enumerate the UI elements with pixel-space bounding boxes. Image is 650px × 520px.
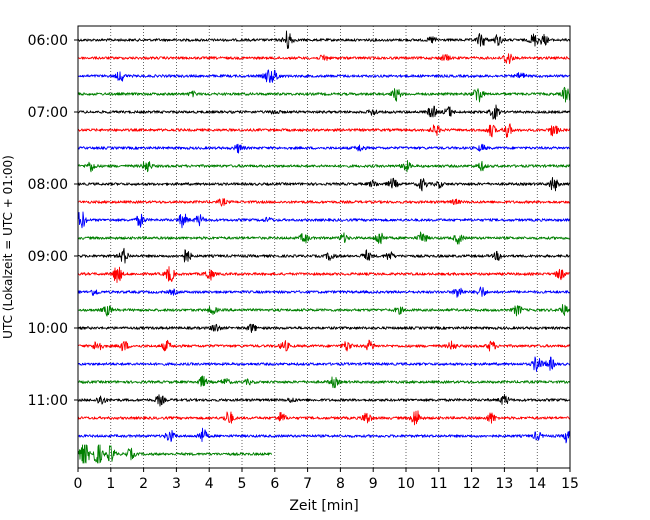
trace-row <box>77 286 571 298</box>
x-tick-label: 11 <box>430 476 448 492</box>
x-tick-label: 9 <box>369 476 378 492</box>
trace-row <box>77 266 571 283</box>
trace-row <box>77 356 571 372</box>
x-tick-label: 8 <box>336 476 345 492</box>
x-tick-label: 5 <box>238 476 247 492</box>
x-tick-label: 10 <box>397 476 415 492</box>
y-axis-label: UTC (Lokalzeit = UTC + 01:00) <box>1 155 15 339</box>
x-tick-label: 12 <box>463 476 481 492</box>
trace-row <box>77 247 571 264</box>
x-tick-label: 7 <box>303 476 312 492</box>
trace-row <box>77 375 571 389</box>
x-tick-label: 6 <box>270 476 279 492</box>
trace-row <box>77 86 571 103</box>
y-axis-ticks: 06:00 07:00 08:00 09:00 10:00 11:00 <box>28 33 78 409</box>
y-tick-label: 08:00 <box>28 177 68 193</box>
y-tick-label: 10:00 <box>28 321 68 337</box>
trace-row <box>77 123 571 138</box>
trace-lines <box>77 30 571 464</box>
trace-row <box>77 410 571 426</box>
x-axis-label: Zeit [min] <box>289 498 358 514</box>
y-tick-label: 11:00 <box>28 393 68 409</box>
trace-row <box>77 69 571 83</box>
trace-row <box>77 393 571 407</box>
trace-row <box>78 53 571 65</box>
x-tick-label: 13 <box>495 476 513 492</box>
trace-row <box>77 30 571 49</box>
trace-row <box>77 323 571 333</box>
trace-row <box>77 211 571 229</box>
trace-row <box>77 143 571 154</box>
trace-row <box>77 339 571 352</box>
x-tick-label: 2 <box>139 476 148 492</box>
trace-row <box>77 304 571 317</box>
y-tick-label: 09:00 <box>28 249 68 265</box>
trace-row <box>77 444 272 464</box>
trace-row <box>77 231 571 245</box>
trace-row <box>77 159 571 173</box>
x-tick-label: 1 <box>106 476 115 492</box>
plot-frame <box>77 25 571 469</box>
trace-row <box>77 427 571 444</box>
x-tick-label: 0 <box>74 476 83 492</box>
x-axis-ticks: 0 1 2 3 4 5 6 7 8 9 10 11 12 13 14 15 <box>74 468 579 492</box>
y-tick-label: 06:00 <box>28 33 68 49</box>
x-tick-label: 14 <box>528 476 546 492</box>
x-tick-label: 15 <box>561 476 579 492</box>
x-tick-label: 3 <box>172 476 181 492</box>
y-tick-label: 07:00 <box>28 105 68 121</box>
trace-row <box>77 176 571 192</box>
trace-row <box>77 198 571 207</box>
trace-row <box>77 104 571 120</box>
x-tick-label: 4 <box>205 476 214 492</box>
